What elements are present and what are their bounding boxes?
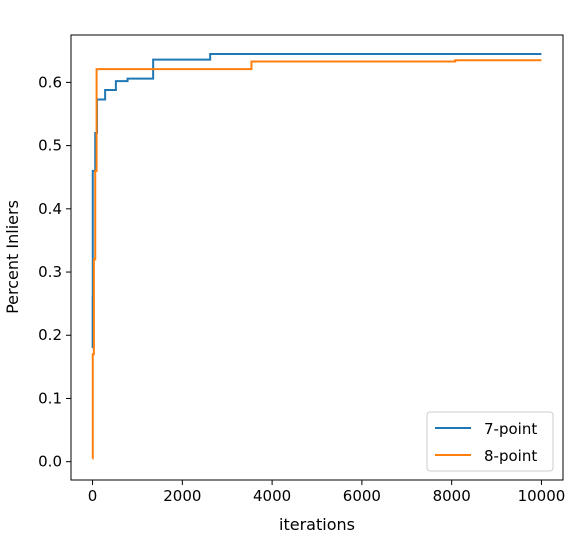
y-axis-label: Percent Inliers bbox=[3, 200, 22, 314]
y-tick-label: 0.4 bbox=[38, 200, 62, 218]
series-line-7-point bbox=[91, 52, 542, 349]
legend: 7-point 8-point bbox=[426, 411, 554, 472]
y-tick-label: 0.6 bbox=[38, 73, 62, 91]
y-tick-label: 0.0 bbox=[38, 453, 62, 471]
x-axis-label: iterations bbox=[279, 515, 355, 534]
x-tick-label: 10000 bbox=[518, 487, 566, 505]
legend-label-7-point: 7-point bbox=[484, 420, 537, 438]
series-layer bbox=[91, 52, 542, 460]
legend-label-8-point: 8-point bbox=[484, 447, 537, 465]
y-tick-label: 0.3 bbox=[38, 263, 62, 281]
x-tick-label: 4000 bbox=[253, 487, 291, 505]
x-tick-label: 0 bbox=[88, 487, 98, 505]
plot-frame bbox=[70, 34, 564, 481]
series-line-8-point bbox=[91, 59, 542, 460]
y-tick-label: 0.2 bbox=[38, 326, 62, 344]
legend-frame bbox=[426, 411, 554, 472]
x-axis: 0 2000 4000 6000 8000 10000 bbox=[88, 480, 566, 505]
x-tick-label: 6000 bbox=[343, 487, 381, 505]
x-tick-label: 2000 bbox=[163, 487, 201, 505]
y-tick-label: 0.5 bbox=[38, 137, 62, 155]
y-axis: 0.0 0.1 0.2 0.3 0.4 0.5 0.6 bbox=[38, 73, 71, 471]
x-tick-label: 8000 bbox=[433, 487, 471, 505]
y-tick-label: 0.1 bbox=[38, 389, 62, 407]
